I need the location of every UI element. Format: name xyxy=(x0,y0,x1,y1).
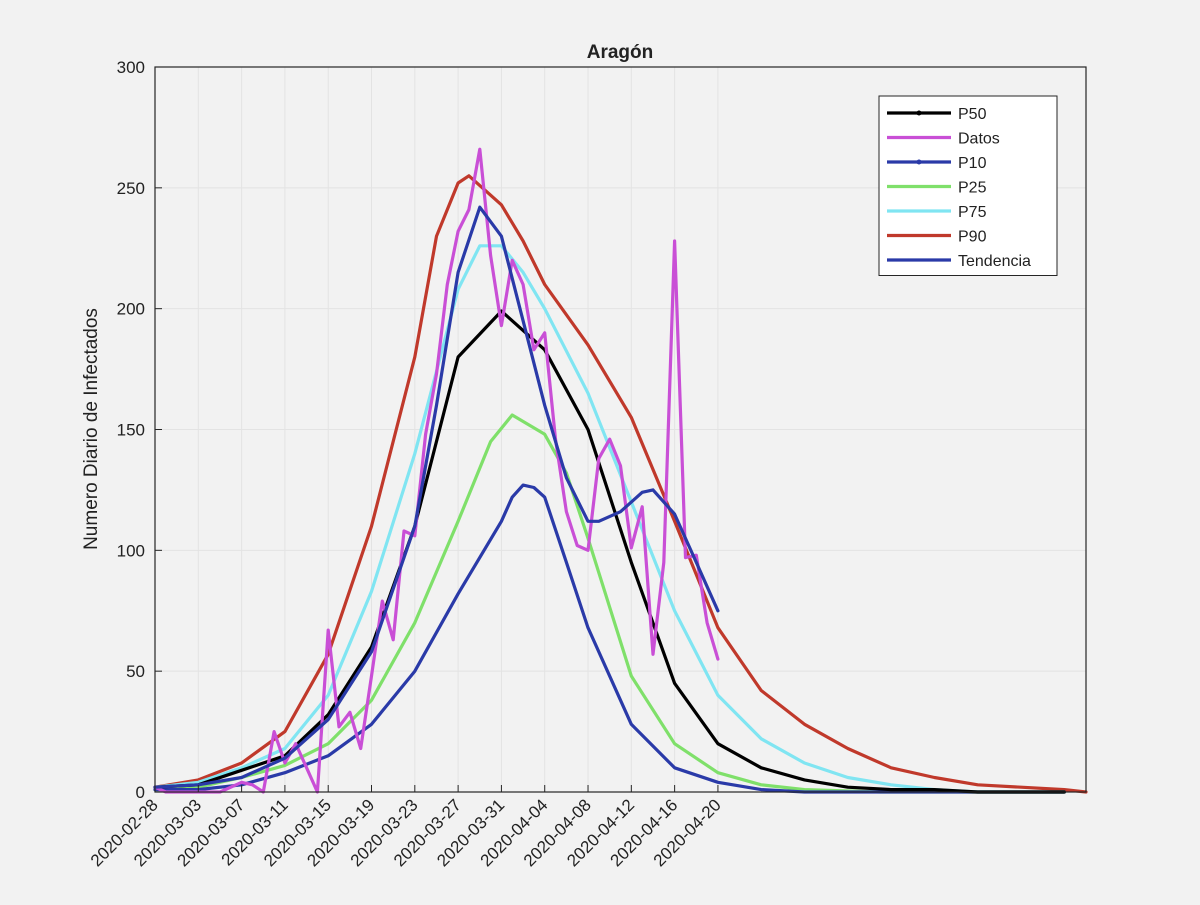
legend-marker xyxy=(916,110,922,116)
legend-label-p75: P75 xyxy=(958,204,987,221)
series-line-p10 xyxy=(153,483,1066,794)
y-tick-label: 250 xyxy=(117,179,145,198)
series-lines xyxy=(153,147,1088,794)
series-line-p90 xyxy=(153,174,1088,794)
legend-label-p90: P90 xyxy=(958,229,987,246)
y-tick-label: 0 xyxy=(136,783,145,802)
series-line-p25 xyxy=(153,413,1066,794)
legend: P50 Datos P10 P25 P75 P90 Tendencia xyxy=(878,95,1058,276)
series-line-datos xyxy=(153,147,720,794)
x-axis: 2020-02-282020-03-032020-03-072020-03-11… xyxy=(87,785,725,870)
series-line-p50 xyxy=(153,309,1066,794)
y-tick-label: 300 xyxy=(117,58,145,77)
y-axis-label: Numero Diario de Infectados xyxy=(81,308,102,550)
y-axis: 0 50 100 150 200 250 300 xyxy=(117,58,162,802)
y-tick-label: 150 xyxy=(117,421,145,440)
legend-label-tendencia: Tendencia xyxy=(958,253,1031,270)
legend-label-p50: P50 xyxy=(958,106,987,123)
y-tick-label: 100 xyxy=(117,541,145,560)
legend-label-datos: Datos xyxy=(958,131,1000,148)
series-line-tendencia xyxy=(153,205,720,789)
legend-label-p25: P25 xyxy=(958,180,987,197)
legend-marker xyxy=(916,159,922,165)
series-line-p75 xyxy=(153,244,1066,794)
y-tick-label: 200 xyxy=(117,300,145,319)
chart-title: Aragón xyxy=(587,42,654,63)
legend-label-p10: P10 xyxy=(958,155,987,172)
y-tick-label: 50 xyxy=(126,662,145,681)
